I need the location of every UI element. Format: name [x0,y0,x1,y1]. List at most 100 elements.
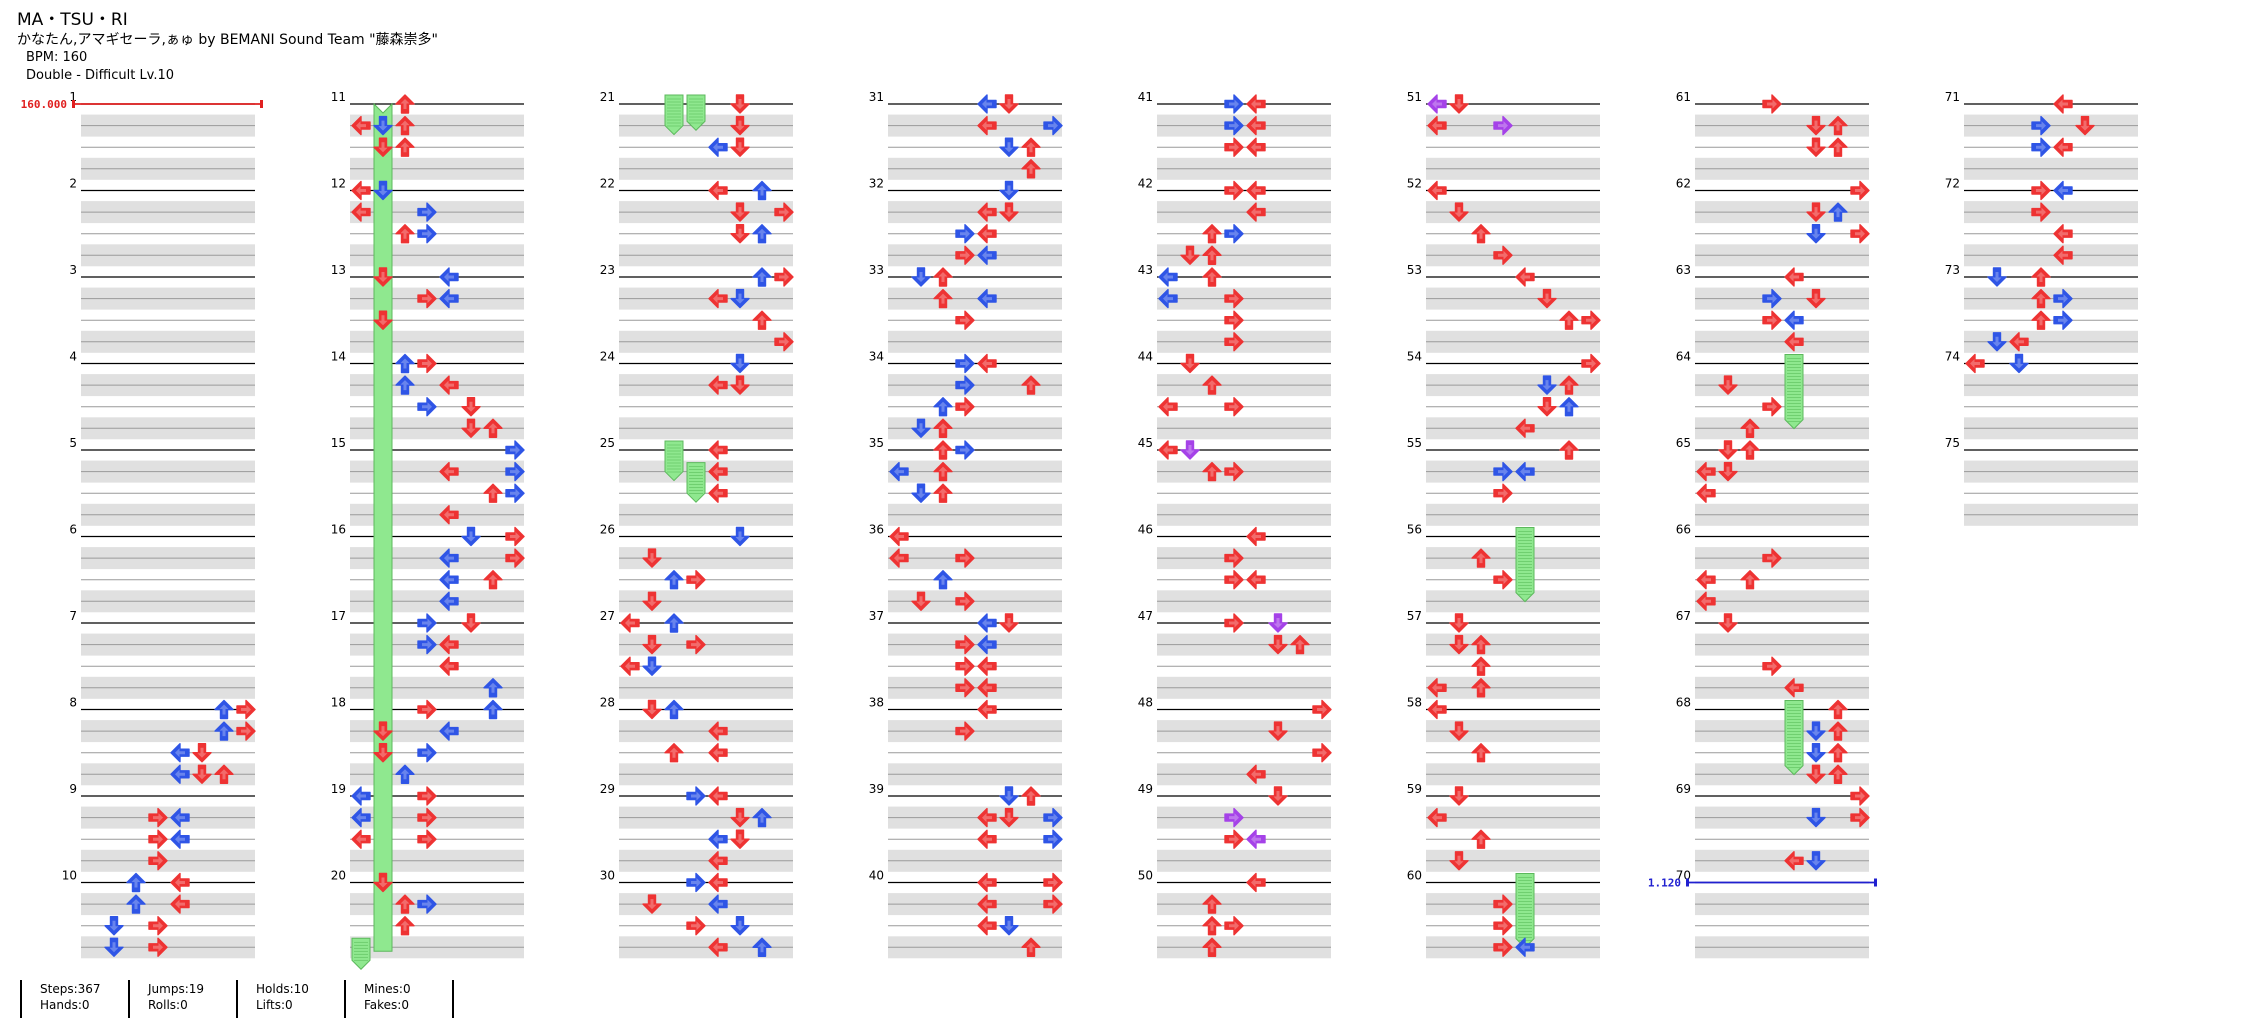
arrow-shape [395,223,415,244]
hold-note [1515,527,1535,603]
arrow-highlight [960,640,970,650]
arrow-highlight [938,445,948,455]
measure-16: 16 [331,523,524,613]
measure-67: 67 [1676,609,1869,699]
arrow-highlight [1833,704,1843,715]
arrow-up-icon [1828,743,1848,763]
arrow-right-icon [1312,743,1332,763]
arrow-left-icon [1784,851,1804,871]
arrow-left-icon [708,743,728,763]
arrow-highlight [1432,705,1442,714]
arrow-highlight [1811,228,1821,239]
arrow-highlight [1789,337,1799,347]
arrow-highlight [1476,228,1486,239]
arrow-left-icon [1784,332,1804,352]
measure-48: 48 [1138,696,1331,786]
measure-number: 37 [869,609,884,623]
arrow-highlight [175,813,185,823]
arrow-left-icon [439,721,459,741]
arrow-left-icon [170,894,190,914]
arrow-shape [1762,310,1782,330]
arrow-down-icon [373,743,393,763]
arrow-highlight [1498,121,1508,131]
arrow-right-icon [1762,397,1782,417]
arrow-shape [999,180,1019,201]
arrow-shape [933,267,953,287]
arrow-right-icon [417,353,437,374]
arrow-shape [1449,851,1469,871]
measure-65: 65 [1676,436,1869,526]
arrow-right-icon [1762,310,1782,330]
arrow-shape [1449,786,1469,806]
arrow-highlight [982,899,992,909]
arrow-left-icon [439,461,459,482]
arrow-up-icon [1740,418,1760,438]
arrow-shape [686,634,706,655]
arrow-highlight [960,315,970,325]
arrow-shape [2031,267,2051,287]
arrow-highlight [1454,639,1464,650]
arrow-down-icon [1449,786,1469,806]
arrow-right-icon [774,202,794,222]
arrow-right-icon [505,461,525,482]
arrow-left-icon [977,613,997,633]
arrow-shape [1806,721,1826,741]
arrow-up-icon [1202,461,1222,482]
arrow-highlight [960,250,970,260]
arrow-shape [2053,223,2073,244]
arrow-left-icon [708,721,728,741]
arrow-right-icon [2053,310,2073,330]
measure-number: 61 [1676,90,1691,104]
arrow-highlight [356,186,366,195]
arrow-highlight [1476,682,1486,693]
arrow-highlight [735,293,745,304]
arrow-left-icon [1427,180,1447,201]
arrow-down-icon [911,591,931,611]
arrow-left-icon [1246,94,1266,114]
arrow-highlight [2036,121,2046,131]
arrow-highlight [1520,467,1530,477]
arrow-down-icon [642,548,662,568]
arrow-right-icon [955,591,975,611]
arrow-left-icon [1246,872,1266,893]
measure-number: 39 [869,782,884,796]
arrow-down-icon [2075,115,2095,136]
arrow-highlight [938,574,948,585]
arrow-shape [686,872,706,893]
arrow-highlight [510,445,520,455]
arrow-highlight [1251,575,1261,585]
bpm-marker-cap [260,100,263,108]
arrow-highlight [1432,813,1442,823]
arrow-up-icon [1202,267,1222,287]
arrow-up-icon [1828,115,1848,136]
song-header: MA・TSU・RI かなたん,アマギセーラ,ぁゅ by BEMANI Sound… [17,10,438,85]
arrow-right-icon [1224,223,1244,244]
arrow-shape [999,613,1019,633]
arrow-highlight [1251,834,1261,844]
arrow-highlight [1564,315,1574,326]
arrow-shape [730,375,750,395]
arrow-shape [461,526,481,547]
arrow-highlight [1767,99,1777,109]
arrow-up-icon [1021,937,1041,957]
arrow-highlight [1185,250,1195,261]
hold-note [1515,873,1535,949]
arrow-right-icon [686,570,706,590]
arrow-right-icon [774,267,794,287]
arrow-shape [2053,137,2073,157]
measure-number: 9 [69,782,77,796]
arrow-highlight [779,272,789,282]
arrow-shape [1696,570,1716,590]
arrow-shape [417,894,437,914]
arrow-highlight [938,293,948,304]
measure-21: 21 [600,90,793,180]
arrow-shape [642,591,662,611]
arrow-highlight [1229,315,1239,325]
arrow-down-icon [1268,634,1288,655]
arrow-right-icon [2031,202,2051,222]
measure-number: 32 [869,177,884,191]
arrow-shape [1224,332,1244,352]
arrow-shape [1224,223,1244,244]
measure-60: 60 [1407,869,1600,959]
measure-40: 40 [869,869,1062,959]
